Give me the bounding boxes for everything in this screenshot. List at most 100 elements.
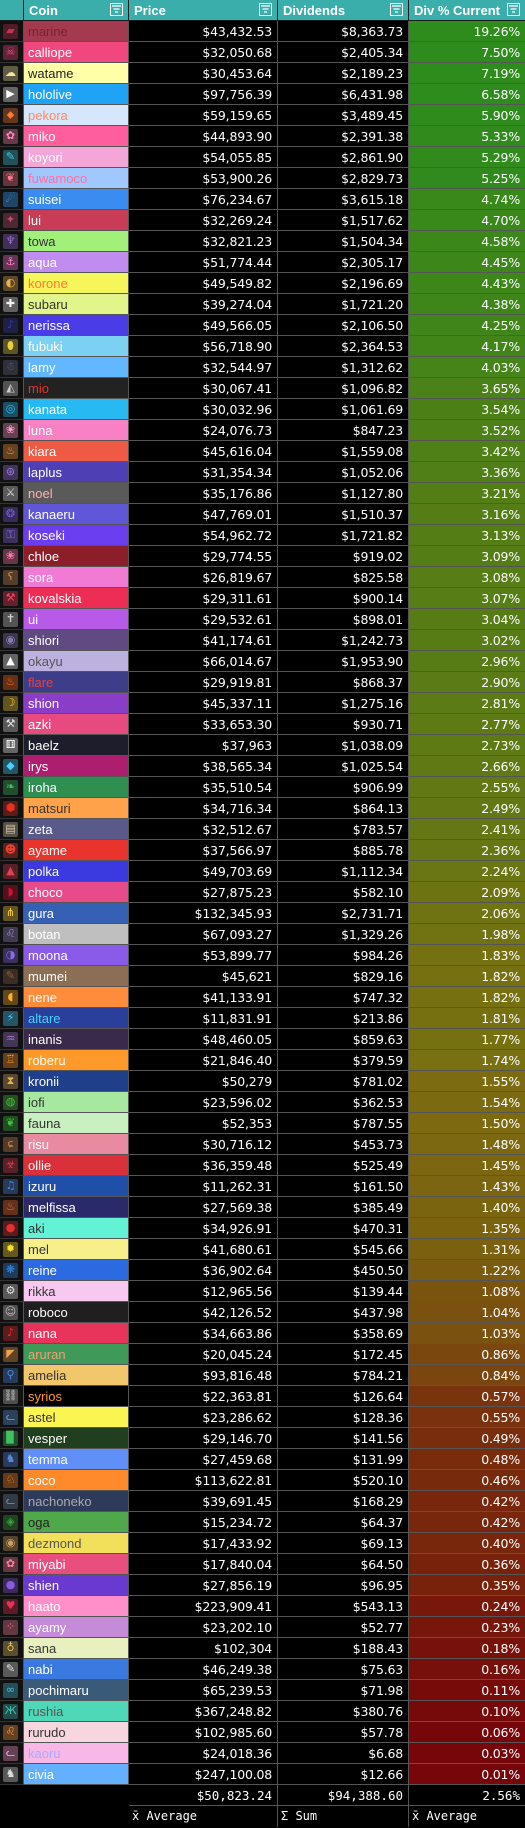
price-cell[interactable]: $22,363.81 [129,1386,278,1407]
dividends-cell[interactable]: $868.37 [278,672,409,693]
div-current-cell[interactable]: 0.49% [409,1428,525,1449]
div-current-cell[interactable]: 1.35% [409,1218,525,1239]
div-current-cell[interactable]: 2.49% [409,798,525,819]
table-row[interactable]: ♥ haato $223,909.41 $543.13 0.24% [0,1596,525,1617]
price-cell[interactable]: $11,831.91 [129,1008,278,1029]
table-row[interactable]: ∞ pochimaru $65,239.53 $71.98 0.11% [0,1680,525,1701]
div-current-cell[interactable]: 4.25% [409,315,525,336]
coin-name[interactable]: amelia [24,1365,129,1386]
price-cell[interactable]: $30,032.96 [129,399,278,420]
price-cell[interactable]: $34,716.34 [129,798,278,819]
table-row[interactable]: ♌ botan $67,093.27 $1,329.26 1.98% [0,924,525,945]
price-cell[interactable]: $30,716.12 [129,1134,278,1155]
table-row[interactable]: ◭ mio $30,067.41 $1,096.82 3.65% [0,378,525,399]
div-current-cell[interactable]: 3.52% [409,420,525,441]
table-row[interactable]: ♨ flare $29,919.81 $868.37 2.90% [0,672,525,693]
price-cell[interactable]: $29,919.81 [129,672,278,693]
div-current-cell[interactable]: 1.82% [409,987,525,1008]
dividends-cell[interactable]: $139.44 [278,1281,409,1302]
coin-name[interactable]: lui [24,210,129,231]
div-current-cell[interactable]: 0.42% [409,1512,525,1533]
filter-icon[interactable] [390,3,403,16]
div-current-cell[interactable]: 0.23% [409,1617,525,1638]
div-current-cell[interactable]: 1.81% [409,1008,525,1029]
div-current-cell[interactable]: 3.08% [409,567,525,588]
table-row[interactable]: ⛓ syrios $22,363.81 $126.64 0.57% [0,1386,525,1407]
dividends-cell[interactable]: $543.13 [278,1596,409,1617]
dividends-cell[interactable]: $781.02 [278,1071,409,1092]
div-current-cell[interactable]: 4.74% [409,189,525,210]
dividends-cell[interactable]: $1,721.82 [278,525,409,546]
table-row[interactable]: ⚅ baelz $37,963 $1,038.09 2.73% [0,735,525,756]
price-cell[interactable]: $49,549.82 [129,273,278,294]
coin-name[interactable]: iroha [24,777,129,798]
price-cell[interactable]: $27,856.19 [129,1575,278,1596]
coin-name[interactable]: miko [24,126,129,147]
price-cell[interactable]: $32,544.97 [129,357,278,378]
div-current-cell[interactable]: 19.26% [409,21,525,42]
coin-name[interactable]: fauna [24,1113,129,1134]
coin-name[interactable]: moona [24,945,129,966]
coin-name[interactable]: haato [24,1596,129,1617]
dividends-cell[interactable]: $1,127.80 [278,483,409,504]
dividends-cell[interactable]: $747.32 [278,987,409,1008]
coin-name[interactable]: risu [24,1134,129,1155]
dividends-cell[interactable]: $52.77 [278,1617,409,1638]
table-row[interactable]: ❀ luna $24,076.73 $847.23 3.52% [0,420,525,441]
div-current-cell[interactable]: 0.86% [409,1344,525,1365]
table-row[interactable]: ❧ iroha $35,510.54 $906.99 2.55% [0,777,525,798]
div-current-cell[interactable]: 2.36% [409,840,525,861]
coin-name[interactable]: nachoneko [24,1491,129,1512]
table-row[interactable]: ᓚ astel $23,286.62 $128.36 0.55% [0,1407,525,1428]
price-cell[interactable]: $52,353 [129,1113,278,1134]
dividends-cell[interactable]: $3,489.45 [278,105,409,126]
dividends-cell[interactable]: $847.23 [278,420,409,441]
div-current-cell[interactable]: 0.11% [409,1680,525,1701]
div-current-cell[interactable]: 7.19% [409,63,525,84]
coin-name[interactable]: matsuri [24,798,129,819]
coin-name[interactable]: oga [24,1512,129,1533]
footer-div-aggregate-selector[interactable]: x̄ Average [409,1806,525,1827]
price-cell[interactable]: $49,703.69 [129,861,278,882]
dividends-cell[interactable]: $141.56 [278,1428,409,1449]
price-cell[interactable]: $24,076.73 [129,420,278,441]
div-current-cell[interactable]: 4.58% [409,231,525,252]
table-row[interactable]: ☃ lamy $32,544.97 $1,312.62 4.03% [0,357,525,378]
price-cell[interactable]: $32,512.67 [129,819,278,840]
dividends-cell[interactable]: $385.49 [278,1197,409,1218]
div-current-cell[interactable]: 4.45% [409,252,525,273]
div-current-cell[interactable]: 3.54% [409,399,525,420]
coin-name[interactable]: nabi [24,1659,129,1680]
div-current-cell[interactable]: 0.35% [409,1575,525,1596]
coin-name[interactable]: baelz [24,735,129,756]
div-current-cell[interactable]: 1.22% [409,1260,525,1281]
dividends-cell[interactable]: $470.31 [278,1218,409,1239]
div-current-cell[interactable]: 0.46% [409,1470,525,1491]
dividends-cell[interactable]: $69.13 [278,1533,409,1554]
dividends-cell[interactable]: $1,312.62 [278,357,409,378]
price-cell[interactable]: $47,769.01 [129,504,278,525]
table-row[interactable]: ⚔ noel $35,176.86 $1,127.80 3.21% [0,483,525,504]
price-cell[interactable]: $132,345.93 [129,903,278,924]
dividends-cell[interactable]: $2,405.34 [278,42,409,63]
table-row[interactable]: ✿ miko $44,893.90 $2,391.38 5.33% [0,126,525,147]
div-current-cell[interactable]: 5.25% [409,168,525,189]
price-cell[interactable]: $51,774.44 [129,252,278,273]
dividends-cell[interactable]: $2,106.50 [278,315,409,336]
div-current-cell[interactable]: 3.16% [409,504,525,525]
div-current-cell[interactable]: 2.55% [409,777,525,798]
dividends-cell[interactable]: $1,275.16 [278,693,409,714]
coin-name[interactable]: ui [24,609,129,630]
coin-name[interactable]: sana [24,1638,129,1659]
table-row[interactable]: ❋ reine $36,902.64 $450.50 1.22% [0,1260,525,1281]
dividends-cell[interactable]: $64.50 [278,1554,409,1575]
table-row[interactable]: ᓚ kaoru $24,018.36 $6.68 0.03% [0,1743,525,1764]
div-current-cell[interactable]: 2.90% [409,672,525,693]
price-cell[interactable]: $367,248.82 [129,1701,278,1722]
price-cell[interactable]: $59,159.65 [129,105,278,126]
dividends-cell[interactable]: $582.10 [278,882,409,903]
dividends-cell[interactable]: $71.98 [278,1680,409,1701]
coin-name[interactable]: calliope [24,42,129,63]
dividends-cell[interactable]: $12.66 [278,1764,409,1785]
header-coin[interactable]: Coin [24,0,129,21]
